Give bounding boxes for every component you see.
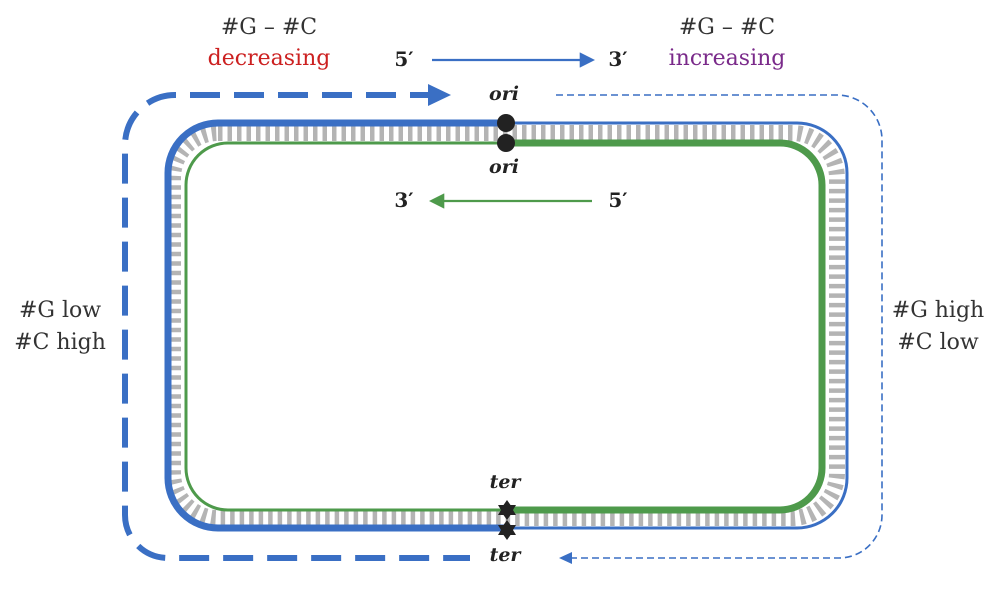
- left-g-low-label: #G low: [19, 298, 101, 323]
- right-c-low-label: #C low: [897, 330, 979, 355]
- outer-strand-left-thick: [164, 119, 505, 532]
- ori-outer-marker: [497, 114, 515, 132]
- left-dashed-direction-path: [122, 92, 470, 561]
- inner-arrow-five-prime: 5′: [608, 188, 627, 212]
- ori-outer-label: ori: [489, 83, 519, 105]
- ter-outer-label: ter: [490, 471, 523, 493]
- top-left-decreasing-label: decreasing: [208, 46, 331, 71]
- top-arrow-three-prime: 3′: [608, 47, 627, 71]
- left-dashed-arrowhead: [428, 84, 451, 106]
- top-right-increasing-label: increasing: [669, 46, 786, 71]
- inner-strand-left-thin: [184, 141, 505, 512]
- ori-inner-marker: [497, 134, 515, 152]
- left-c-high-label: #C high: [14, 330, 106, 355]
- inner-strand-right-thick: [505, 139, 826, 514]
- top-left-gc-label: #G – #C: [221, 15, 317, 40]
- right-dashed-arrowhead: [559, 552, 572, 564]
- ter-inner-label: ter: [490, 544, 523, 566]
- outer-strand-right-thin: [505, 121, 849, 530]
- right-dashed-direction-path: [556, 94, 883, 559]
- base-pair-ticks: [165, 125, 845, 526]
- ter-outer-marker: [498, 500, 516, 520]
- ter-inner-marker: [498, 520, 516, 540]
- right-g-high-label: #G high: [892, 298, 984, 323]
- top-right-gc-label: #G – #C: [679, 15, 775, 40]
- top-arrow-five-prime: 5′: [394, 47, 413, 71]
- inner-arrow-three-prime: 3′: [394, 188, 413, 212]
- ori-inner-label: ori: [489, 156, 519, 178]
